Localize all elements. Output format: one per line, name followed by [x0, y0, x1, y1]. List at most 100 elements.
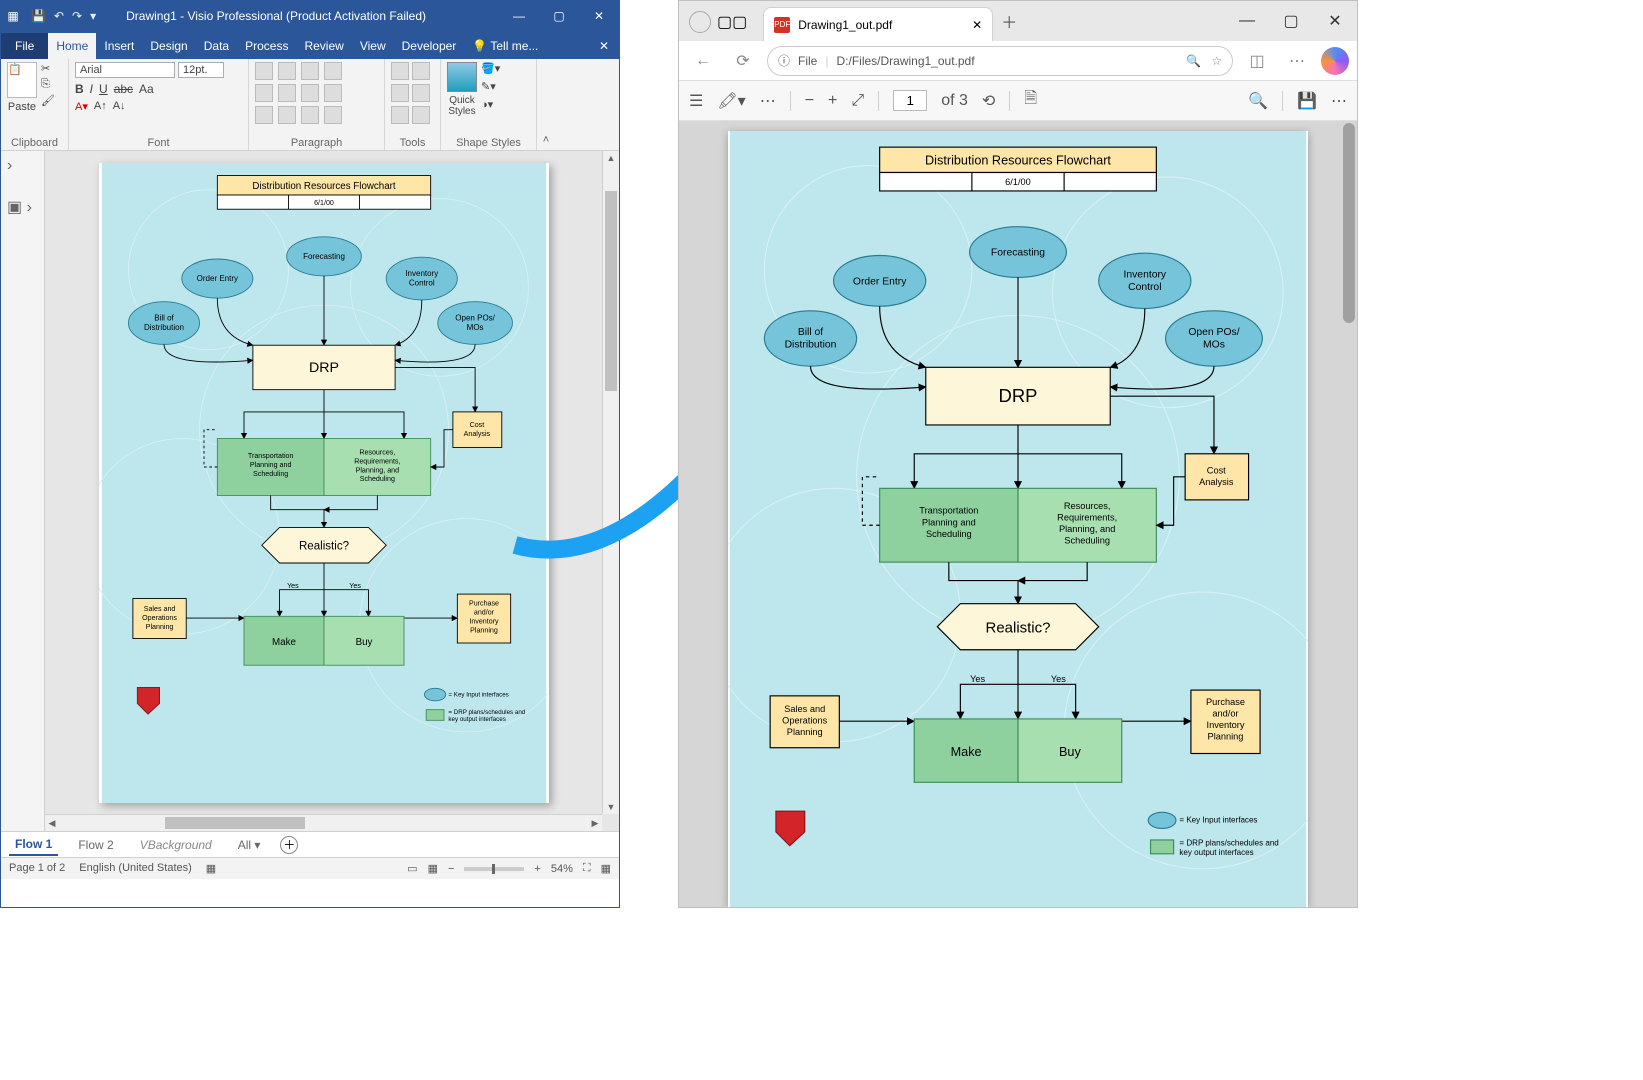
bold-button[interactable]: B — [75, 82, 84, 96]
sheet-tab-flow1[interactable]: Flow 1 — [9, 834, 58, 856]
align-center-icon[interactable] — [278, 62, 296, 80]
page-indicator[interactable]: Page 1 of 2 — [9, 862, 65, 875]
rotate-icon[interactable]: ⟲ — [982, 91, 995, 111]
new-sheet-button[interactable]: ＋ — [280, 836, 298, 854]
tab-actions-icon[interactable]: ▢▢ — [717, 12, 747, 32]
zoom-slider[interactable] — [464, 867, 524, 871]
page-number-input[interactable] — [893, 90, 927, 111]
tab-close-icon[interactable]: ✕ — [972, 18, 982, 32]
align-left-icon[interactable] — [255, 62, 273, 80]
tab-home[interactable]: Home — [48, 33, 96, 59]
browser-tab[interactable]: PDF Drawing1_out.pdf ✕ — [763, 7, 993, 41]
effects-button[interactable]: ◑▾ — [481, 98, 500, 111]
fill-button[interactable]: 🪣▾ — [481, 62, 500, 75]
tab-view[interactable]: View — [352, 33, 394, 59]
font-name-combo[interactable]: Arial — [75, 62, 175, 78]
fit-page-icon[interactable]: ⤢ — [851, 92, 864, 110]
case-button[interactable]: Aa — [139, 82, 154, 96]
contents-icon[interactable]: ☰ — [689, 91, 703, 111]
zoom-indicator-icon[interactable]: 🔍 — [1186, 54, 1201, 68]
format-painter-icon[interactable]: 🖌 — [41, 94, 55, 107]
zoom-level[interactable]: 54% — [551, 863, 573, 875]
pdf-zoom-out-button[interactable]: − — [805, 92, 814, 110]
ribbon-collapse-icon[interactable]: ˄ — [537, 59, 555, 150]
highlight-icon[interactable]: 🖍▾ — [717, 91, 745, 111]
tab-developer[interactable]: Developer — [394, 33, 465, 59]
para-icon-b[interactable] — [278, 106, 296, 124]
tab-design[interactable]: Design — [142, 33, 195, 59]
tab-data[interactable]: Data — [196, 33, 237, 59]
para-icon-d[interactable] — [324, 106, 342, 124]
tab-review[interactable]: Review — [296, 33, 351, 59]
shapes-pane[interactable]: › ▣ › — [1, 151, 45, 831]
copilot-icon[interactable] — [1321, 47, 1349, 75]
sheet-tab-vbackground[interactable]: VBackground — [134, 835, 218, 855]
tellme[interactable]: 💡 Tell me... — [464, 33, 546, 59]
justify-icon[interactable] — [324, 62, 342, 80]
quick-styles-icon[interactable] — [447, 62, 477, 92]
favorite-icon[interactable]: ☆ — [1211, 54, 1222, 68]
edge-maximize-button[interactable]: ▢ — [1269, 1, 1313, 41]
underline-button[interactable]: U — [99, 82, 108, 96]
visio-drawing-page[interactable] — [99, 163, 549, 803]
pdf-scrollbar[interactable] — [1343, 123, 1355, 323]
para-icon-a[interactable] — [255, 106, 273, 124]
cut-icon[interactable]: ✂ — [41, 62, 55, 75]
text-tool-icon[interactable] — [391, 84, 409, 102]
maximize-button[interactable]: ▢ — [539, 1, 579, 31]
refresh-button[interactable]: ⟳ — [727, 45, 759, 77]
tab-process[interactable]: Process — [237, 33, 296, 59]
shapes-expand-icon[interactable]: › — [1, 151, 44, 181]
shrink-font-button[interactable]: A↓ — [113, 100, 126, 113]
edge-minimize-button[interactable]: ― — [1225, 1, 1269, 41]
fit-window-icon[interactable]: ⛶ — [583, 862, 591, 875]
font-color-button[interactable]: A▾ — [75, 100, 88, 113]
strike-button[interactable]: abc — [114, 82, 133, 96]
pdf-more-icon[interactable]: ⋯ — [760, 91, 776, 111]
line-button[interactable]: ✎▾ — [481, 80, 500, 93]
ribbon-close-icon[interactable]: ✕ — [589, 33, 619, 59]
site-info-icon[interactable]: ⓘ — [778, 52, 790, 69]
qat-dropdown-icon[interactable]: ▾ — [90, 9, 96, 23]
macro-icon[interactable]: ▦ — [206, 862, 216, 875]
pdf-more2-icon[interactable]: ⋯ — [1331, 91, 1347, 111]
undo-icon[interactable]: ↶ — [54, 9, 64, 23]
shapes-pin-icon[interactable]: ▣ › — [1, 191, 44, 223]
save-icon[interactable]: 💾 — [31, 9, 46, 23]
paste-button[interactable]: Paste — [8, 101, 36, 113]
scrollbar-thumb-h[interactable] — [165, 817, 305, 829]
zoom-out-button[interactable]: − — [448, 863, 454, 875]
profile-icon[interactable] — [689, 11, 711, 33]
redo-icon[interactable]: ↷ — [72, 9, 82, 23]
paste-icon[interactable]: 📋 — [7, 62, 37, 98]
new-tab-button[interactable]: ＋ — [993, 1, 1025, 41]
edge-close-button[interactable]: ✕ — [1313, 1, 1357, 41]
pdf-zoom-in-button[interactable]: + — [828, 92, 837, 110]
settings-menu-icon[interactable]: ⋯ — [1281, 45, 1313, 77]
copy-icon[interactable]: ⎘ — [41, 78, 55, 91]
indent-inc-icon[interactable] — [301, 84, 319, 102]
view-presentation-icon[interactable]: ▭ — [407, 862, 417, 875]
pan-zoom-icon[interactable]: ▦ — [601, 862, 611, 875]
split-screen-icon[interactable]: ◫ — [1241, 45, 1273, 77]
close-button[interactable]: ✕ — [579, 1, 619, 31]
bullets-icon[interactable] — [255, 84, 273, 102]
rect-tool-icon[interactable] — [412, 84, 430, 102]
page-view-icon[interactable]: 🗎 — [1024, 87, 1037, 114]
align-right-icon[interactable] — [301, 62, 319, 80]
visio-titlebar[interactable]: ▦ 💾 ↶ ↷ ▾ Drawing1 - Visio Professional … — [1, 1, 619, 31]
sheet-tab-all[interactable]: All ▾ — [232, 835, 267, 855]
tab-file[interactable]: File — [1, 33, 48, 59]
tab-insert[interactable]: Insert — [96, 33, 142, 59]
view-normal-icon[interactable]: ▦ — [428, 862, 438, 875]
address-bar[interactable]: ⓘ File | D:/Files/Drawing1_out.pdf 🔍 ☆ — [767, 46, 1233, 76]
tool-icon-b[interactable] — [412, 106, 430, 124]
tool-icon-a[interactable] — [391, 106, 409, 124]
language-indicator[interactable]: English (United States) — [79, 862, 192, 875]
font-size-combo[interactable]: 12pt. — [178, 62, 224, 78]
indent-dec-icon[interactable] — [278, 84, 296, 102]
minimize-button[interactable]: ― — [499, 1, 539, 31]
scrollbar-thumb[interactable] — [605, 191, 617, 391]
pdf-viewport[interactable] — [679, 121, 1357, 907]
line-spacing-icon[interactable] — [324, 84, 342, 102]
